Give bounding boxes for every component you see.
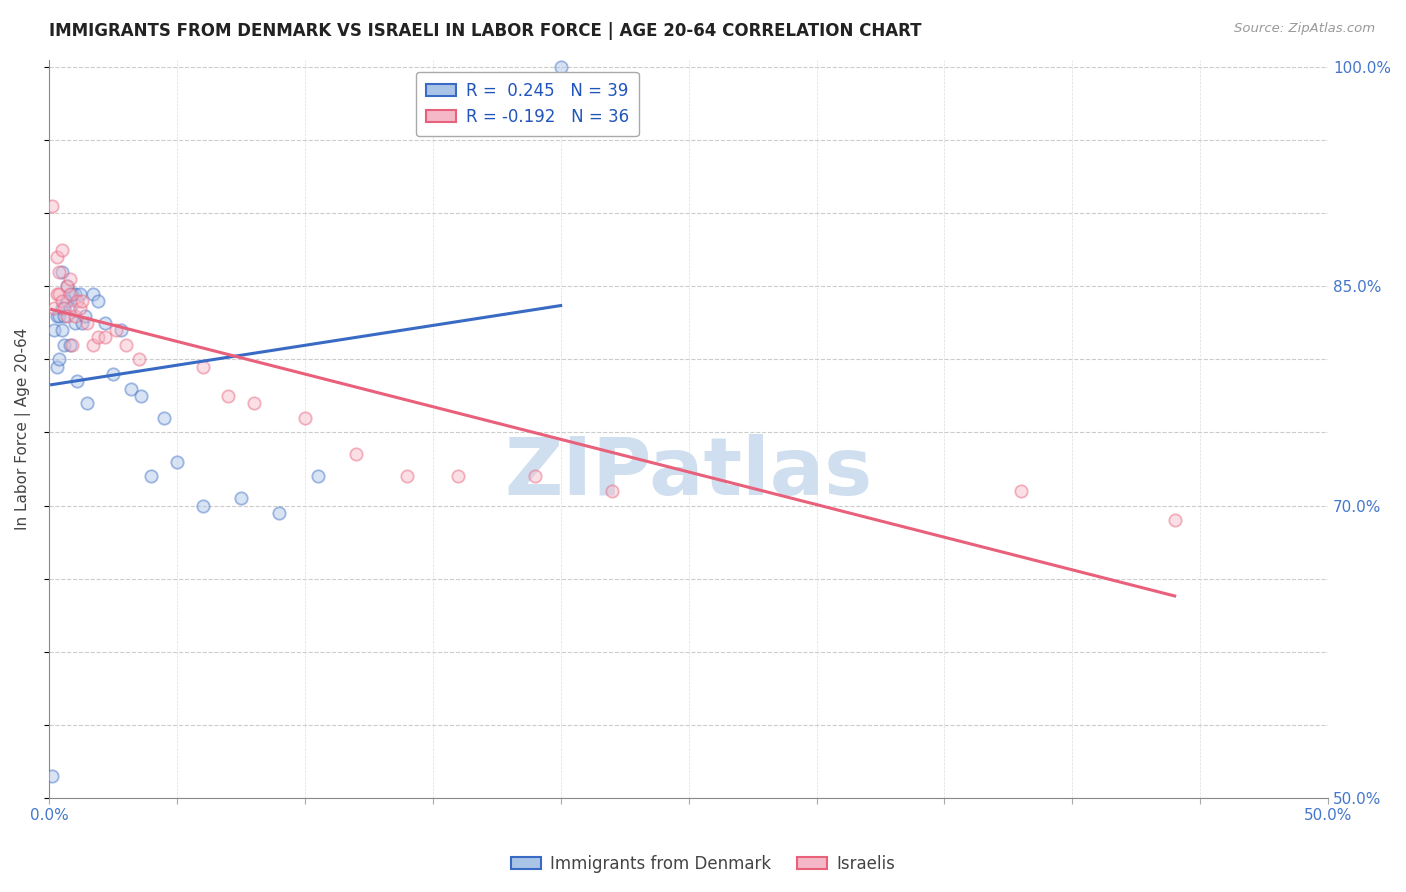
Point: [51, 301, 73, 316]
Point: [45, 359, 67, 374]
Point: [53, 301, 76, 316]
Point: [242, 396, 264, 410]
Point: [41, 769, 63, 783]
Point: [60, 286, 83, 301]
Point: [120, 382, 142, 396]
Point: [56, 293, 79, 308]
Point: [58, 272, 80, 286]
Point: [101, 367, 124, 381]
Point: [66, 293, 89, 308]
Text: ZIPatlas: ZIPatlas: [505, 434, 873, 512]
Point: [110, 323, 132, 337]
Point: [56, 279, 79, 293]
Point: [51, 293, 73, 308]
Legend: R =  0.245   N = 39, R = -0.192   N = 36: R = 0.245 N = 39, R = -0.192 N = 36: [416, 71, 638, 136]
Point: [58, 301, 80, 316]
Point: [45, 250, 67, 264]
Point: [63, 309, 86, 323]
Point: [82, 337, 104, 351]
Point: [76, 396, 98, 410]
Point: [94, 330, 117, 344]
Point: [53, 337, 76, 351]
Point: [229, 491, 252, 506]
Point: [69, 286, 91, 301]
Point: [45, 309, 67, 323]
Point: [45, 286, 67, 301]
Point: [1010, 483, 1032, 498]
Point: [128, 352, 150, 367]
Point: [344, 447, 367, 461]
Point: [58, 286, 80, 301]
Point: [1163, 513, 1185, 527]
Point: [48, 265, 70, 279]
Legend: Immigrants from Denmark, Israelis: Immigrants from Denmark, Israelis: [503, 848, 903, 880]
Point: [44, 323, 66, 337]
Point: [141, 469, 163, 483]
Point: [94, 316, 117, 330]
Point: [550, 60, 572, 74]
Point: [524, 469, 547, 483]
Point: [114, 337, 136, 351]
Point: [86, 293, 108, 308]
Point: [73, 309, 96, 323]
Point: [63, 316, 86, 330]
Point: [72, 293, 94, 308]
Text: Source: ZipAtlas.com: Source: ZipAtlas.com: [1234, 22, 1375, 36]
Point: [153, 410, 176, 425]
Point: [447, 469, 470, 483]
Point: [48, 309, 70, 323]
Point: [51, 323, 73, 337]
Point: [56, 309, 79, 323]
Point: [82, 286, 104, 301]
Point: [191, 499, 214, 513]
Point: [48, 286, 70, 301]
Point: [53, 309, 76, 323]
Point: [129, 389, 152, 403]
Point: [63, 286, 86, 301]
Point: [166, 455, 188, 469]
Point: [76, 316, 98, 330]
Point: [396, 469, 419, 483]
Point: [41, 199, 63, 213]
Point: [66, 374, 89, 388]
Point: [51, 243, 73, 257]
Point: [269, 506, 291, 520]
Point: [191, 359, 214, 374]
Point: [60, 337, 83, 351]
Point: [294, 410, 316, 425]
Point: [69, 301, 91, 316]
Point: [600, 483, 623, 498]
Point: [72, 316, 94, 330]
Point: [217, 389, 239, 403]
Point: [51, 265, 73, 279]
Point: [86, 330, 108, 344]
Point: [104, 323, 127, 337]
Point: [58, 337, 80, 351]
Point: [56, 279, 79, 293]
Y-axis label: In Labor Force | Age 20-64: In Labor Force | Age 20-64: [15, 327, 31, 530]
Point: [44, 301, 66, 316]
Point: [44, 886, 66, 892]
Text: IMMIGRANTS FROM DENMARK VS ISRAELI IN LABOR FORCE | AGE 20-64 CORRELATION CHART: IMMIGRANTS FROM DENMARK VS ISRAELI IN LA…: [49, 22, 922, 40]
Point: [307, 469, 329, 483]
Point: [48, 352, 70, 367]
